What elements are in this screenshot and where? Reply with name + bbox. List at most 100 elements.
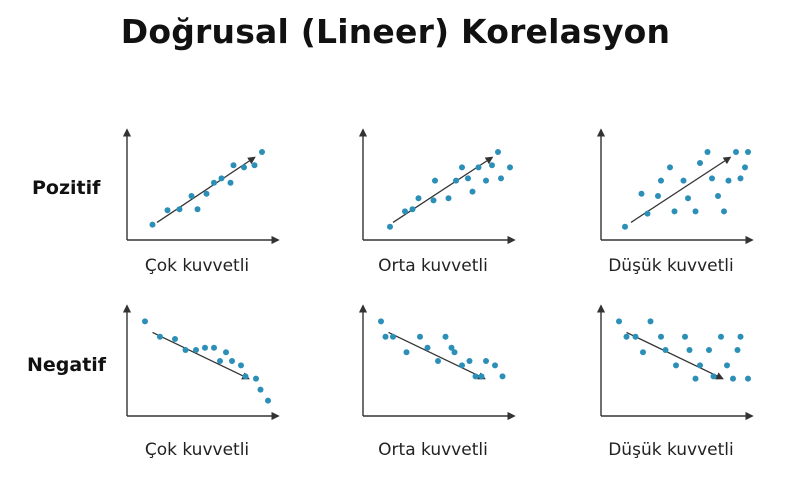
data-point xyxy=(745,149,751,155)
data-point xyxy=(409,206,416,213)
data-point xyxy=(435,358,441,364)
data-point xyxy=(472,373,479,380)
data-point xyxy=(638,190,645,197)
data-point xyxy=(640,349,646,356)
data-point xyxy=(483,358,489,364)
data-point xyxy=(725,177,732,184)
data-point xyxy=(499,373,506,380)
data-point xyxy=(227,179,234,186)
data-point xyxy=(478,373,485,380)
data-point xyxy=(453,177,459,184)
data-point xyxy=(203,190,210,197)
scatter-positive-weak xyxy=(596,128,754,245)
caption-negative-moderate: Orta kuvvetli xyxy=(378,440,488,460)
trend-arrow xyxy=(156,156,256,223)
caption-positive-strong: Çok kuvvetli xyxy=(144,256,250,276)
data-point xyxy=(718,333,724,340)
data-point xyxy=(616,318,622,325)
data-point xyxy=(724,362,730,369)
data-point xyxy=(402,208,408,215)
data-point xyxy=(737,175,744,182)
data-point xyxy=(211,344,217,351)
data-point xyxy=(682,333,688,340)
data-point xyxy=(448,344,455,351)
scatter-positive-moderate xyxy=(358,128,516,245)
data-point xyxy=(623,333,630,340)
data-point xyxy=(218,175,225,182)
data-point xyxy=(424,344,431,351)
data-point xyxy=(238,362,244,369)
data-point xyxy=(745,375,751,382)
caption-negative-strong: Çok kuvvetli xyxy=(144,440,250,460)
data-point xyxy=(466,358,473,364)
data-point xyxy=(507,164,513,171)
data-point xyxy=(704,149,711,155)
data-point xyxy=(445,195,452,202)
data-point xyxy=(492,362,498,369)
data-point xyxy=(498,175,504,182)
data-point xyxy=(202,344,208,351)
data-point xyxy=(465,175,471,182)
data-point xyxy=(432,177,438,184)
data-point xyxy=(709,175,715,182)
data-point xyxy=(622,223,628,230)
scatter-negative-weak xyxy=(596,304,754,421)
data-point xyxy=(742,164,748,171)
data-point xyxy=(164,207,171,214)
data-point xyxy=(692,208,699,215)
data-point xyxy=(188,193,195,199)
data-point xyxy=(680,177,687,184)
data-point xyxy=(253,375,259,382)
data-point xyxy=(483,177,489,184)
data-point xyxy=(259,149,265,155)
data-point xyxy=(710,373,717,380)
row-label-negative: Negatif xyxy=(27,354,107,376)
data-point xyxy=(667,164,673,171)
data-point xyxy=(242,373,249,380)
data-point xyxy=(430,197,437,204)
data-point xyxy=(685,195,691,202)
trend-arrow xyxy=(626,331,724,380)
data-point xyxy=(475,164,482,171)
data-point xyxy=(715,193,721,199)
caption-negative-weak: Düşük kuvvetli xyxy=(608,440,734,460)
trend-arrow xyxy=(388,331,486,380)
data-point xyxy=(265,397,271,404)
scatter-positive-strong xyxy=(122,128,280,245)
data-point xyxy=(142,318,148,325)
data-point xyxy=(721,208,727,215)
data-point xyxy=(176,206,183,213)
trend-arrow xyxy=(152,331,250,380)
data-point xyxy=(706,347,712,353)
data-point xyxy=(697,160,703,166)
data-point xyxy=(655,193,661,199)
data-point xyxy=(644,210,651,217)
data-point xyxy=(390,333,396,340)
data-point xyxy=(489,162,495,169)
data-point xyxy=(658,177,664,184)
data-point xyxy=(697,362,703,369)
scatter-negative-moderate xyxy=(358,304,516,421)
data-point xyxy=(415,195,422,202)
data-point xyxy=(149,221,156,228)
data-point xyxy=(459,164,465,171)
data-point xyxy=(387,223,393,230)
data-point xyxy=(157,333,163,340)
scatter-negative-strong xyxy=(122,304,280,421)
data-point xyxy=(671,208,678,215)
data-point xyxy=(469,188,476,195)
row-label-positive: Pozitif xyxy=(32,177,101,199)
data-point xyxy=(730,375,736,382)
data-point xyxy=(632,333,639,340)
data-point xyxy=(658,333,664,340)
data-point xyxy=(378,318,384,325)
data-point xyxy=(211,179,217,186)
data-point xyxy=(692,375,699,382)
data-point xyxy=(217,358,223,364)
data-point xyxy=(241,164,247,171)
data-point xyxy=(382,333,389,340)
data-point xyxy=(459,362,465,369)
data-point xyxy=(251,162,258,169)
caption-positive-weak: Düşük kuvvetli xyxy=(608,256,734,276)
data-point xyxy=(673,362,679,369)
